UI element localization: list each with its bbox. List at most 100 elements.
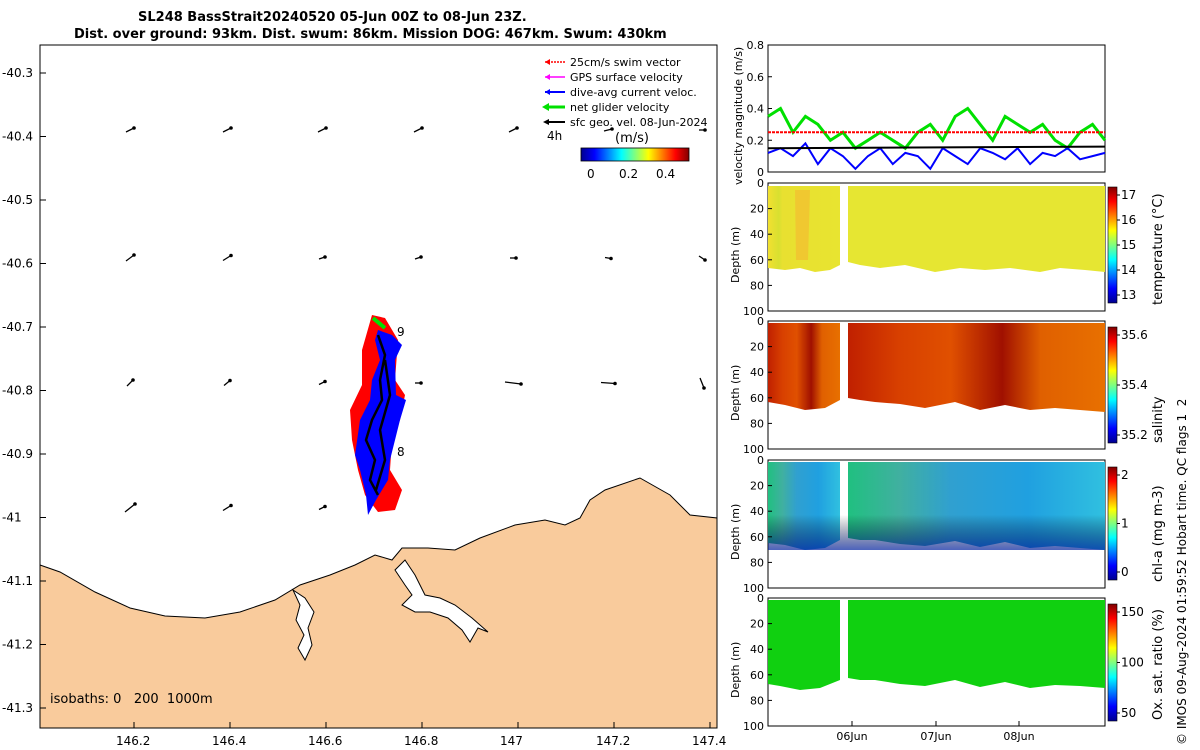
sfc-arrow bbox=[124, 503, 136, 513]
depth-tick: 20 bbox=[750, 203, 764, 216]
map-legend: 25cm/s swim vector GPS surface velocity … bbox=[542, 56, 707, 181]
cbar-tick: 14 bbox=[1121, 263, 1136, 277]
sfc-arrow-head bbox=[323, 504, 327, 509]
glider-track: 9 8 bbox=[350, 315, 406, 515]
depth-tick: 100 bbox=[743, 720, 764, 733]
sfc-arrow-head bbox=[323, 379, 327, 384]
cbar-tick: 16 bbox=[1121, 213, 1136, 227]
colorbar-units: (m/s) bbox=[615, 131, 649, 146]
temperature-warm-streak bbox=[795, 190, 810, 260]
tasmania-land bbox=[39, 477, 718, 729]
cbar-tick: 100 bbox=[1121, 656, 1144, 670]
lon-tick-labels: 146.2 146.4 146.6 146.8 147 147.2 147.4 bbox=[116, 722, 726, 748]
lat-tick-labels: -40.3 -40.4 -40.5 -40.6 -40.7 -40.8 -40.9 -41 -4… bbox=[2, 66, 46, 715]
sfc-arrow-head bbox=[515, 126, 519, 130]
lon-tick-2: 146.6 bbox=[308, 734, 342, 748]
cbar-label: chl-a (mg m-3) bbox=[1151, 485, 1166, 582]
lon-tick-3: 146.8 bbox=[404, 734, 438, 748]
sfc-arrow-head bbox=[133, 502, 137, 506]
depth-tick: 40 bbox=[750, 505, 764, 518]
sfc-arrow-head bbox=[610, 127, 614, 131]
vel-ytick-1: 0.2 bbox=[747, 134, 765, 147]
velocity-ylabel: velocity magnitude (m/s) bbox=[732, 47, 745, 185]
net-velocity-path bbox=[364, 334, 392, 496]
oxygen-field-2 bbox=[848, 600, 1105, 688]
temperature-panel bbox=[767, 182, 1118, 312]
legend-label-swim: 25cm/s swim vector bbox=[570, 56, 681, 69]
depth-tick: 60 bbox=[750, 392, 764, 405]
depth-ylabel: Depth (m) bbox=[729, 227, 742, 283]
cbar-tick: 0 bbox=[1121, 565, 1129, 579]
colorbar-prefix: 4h bbox=[547, 129, 562, 143]
sfc-arrow bbox=[504, 381, 522, 385]
lat-tick-8: -41.1 bbox=[2, 574, 33, 588]
map-colorbar bbox=[580, 147, 690, 162]
depth-tick: 40 bbox=[750, 643, 764, 656]
sfc-arrow-head bbox=[229, 503, 233, 508]
title-line2: Dist. over ground: 93km. Dist. swum: 86k… bbox=[74, 27, 667, 42]
sfc-arrow-head bbox=[703, 128, 707, 132]
oxygen-field bbox=[768, 600, 840, 690]
depth-tick: 0 bbox=[757, 592, 764, 605]
depth-tick: 60 bbox=[750, 531, 764, 544]
legend-label-gps: GPS surface velocity bbox=[570, 71, 683, 84]
lon-tick-5: 147.2 bbox=[596, 734, 630, 748]
depth-tick: 40 bbox=[750, 228, 764, 241]
depth-tick: 0 bbox=[757, 315, 764, 328]
cbar-label: salinity bbox=[1151, 396, 1166, 443]
salinity-field bbox=[768, 323, 840, 410]
time-tick-2: 08Jun bbox=[1003, 730, 1034, 743]
depth-tick: 100 bbox=[743, 305, 764, 318]
sfc-arrow-head bbox=[519, 382, 523, 386]
sfc-arrow-head bbox=[132, 253, 136, 257]
depth-tick: 80 bbox=[750, 279, 764, 292]
sfc-arrow-head bbox=[609, 256, 613, 261]
series-line-3 bbox=[767, 145, 1106, 150]
depth-tick: 60 bbox=[750, 254, 764, 267]
legend-swim-vector: 25cm/s swim vector bbox=[545, 56, 681, 69]
cbar-tick: 35.4 bbox=[1121, 378, 1148, 392]
depth-tick: 80 bbox=[750, 556, 764, 569]
cbar-tick: 13 bbox=[1121, 288, 1136, 302]
depth-tick: 40 bbox=[750, 366, 764, 379]
legend-label-dive: dive-avg current veloc. bbox=[570, 86, 697, 99]
cbar-label: temperature (°C) bbox=[1151, 193, 1166, 305]
depth-ylabel: Depth (m) bbox=[729, 504, 742, 560]
sfc-velocity-arrows bbox=[124, 126, 707, 513]
salinity-panel bbox=[767, 320, 1118, 450]
velocity-series bbox=[767, 106, 1107, 171]
lat-tick-7: -41 bbox=[2, 511, 22, 525]
lat-tick-6: -40.9 bbox=[2, 447, 33, 461]
legend-label-net: net glider velocity bbox=[570, 101, 670, 114]
sfc-arrow-head bbox=[420, 126, 424, 130]
depth-tick: 20 bbox=[750, 480, 764, 493]
time-axis: 06Jun 07Jun 08Jun bbox=[836, 721, 1035, 743]
chla-deep-shade bbox=[768, 462, 1105, 550]
lon-tick-4: 147 bbox=[500, 734, 523, 748]
lon-tick-6: 147.4 bbox=[692, 734, 726, 748]
sfc-arrow bbox=[600, 381, 616, 385]
salinity-field-2 bbox=[848, 323, 1105, 412]
time-tick-0: 06Jun bbox=[836, 730, 867, 743]
cbar-tick: 1 bbox=[1121, 517, 1129, 531]
temperature-colorbar bbox=[1107, 186, 1118, 304]
lon-tick-1: 146.4 bbox=[212, 734, 246, 748]
vel-ytick-4: 0.8 bbox=[747, 39, 765, 52]
inlet-west bbox=[291, 588, 315, 662]
depth-tick: 20 bbox=[750, 341, 764, 354]
time-tick-1: 07Jun bbox=[920, 730, 951, 743]
sfc-arrow-head bbox=[131, 378, 135, 382]
mark-8: 8 bbox=[397, 445, 405, 459]
vel-ytick-0: 0 bbox=[757, 166, 764, 179]
lat-tick-3: -40.6 bbox=[2, 257, 33, 271]
lat-tick-2: -40.5 bbox=[2, 193, 33, 207]
legend-dive-avg: dive-avg current veloc. bbox=[545, 86, 697, 99]
sfc-arrow-head bbox=[703, 258, 707, 262]
tamar-estuary bbox=[394, 559, 489, 643]
cb-tick-2: 0.4 bbox=[656, 167, 675, 181]
vel-ytick-3: 0.6 bbox=[747, 71, 765, 84]
legend-net-velocity: net glider velocity bbox=[542, 101, 670, 114]
depth-tick: 20 bbox=[750, 618, 764, 631]
depth-ylabel: Depth (m) bbox=[729, 365, 742, 421]
mark-9: 9 bbox=[397, 325, 405, 339]
